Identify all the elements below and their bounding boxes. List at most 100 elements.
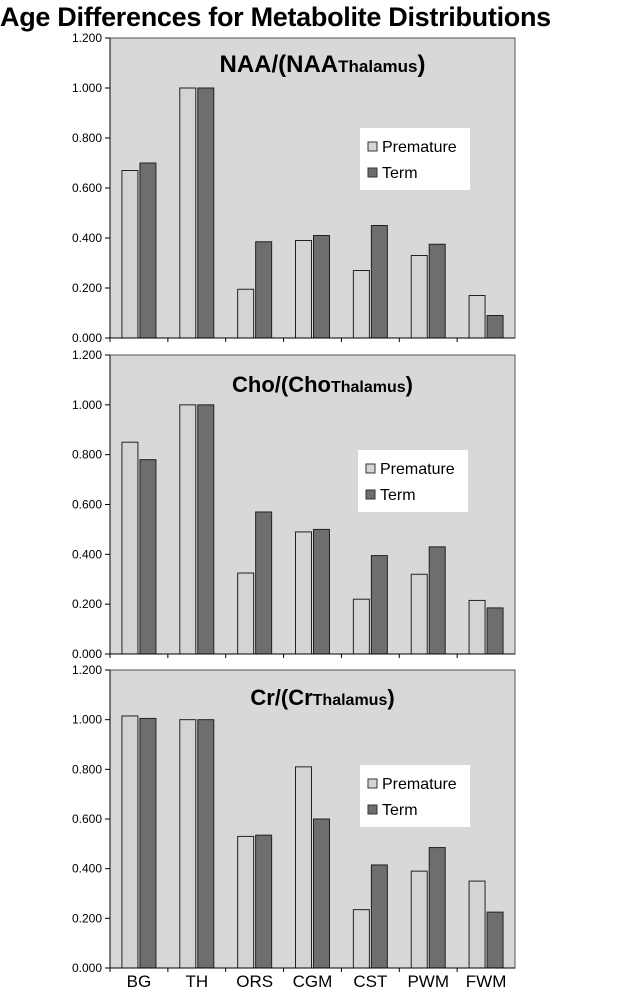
bar-term-ors <box>255 241 273 339</box>
y-tick-label: 0.600 <box>72 498 102 512</box>
x-category-label: FWM <box>466 972 507 990</box>
x-category-label: BG <box>127 972 152 990</box>
bar-premature-pwm <box>410 255 428 339</box>
chart-panel-naa: 0.000 0.200 0.400 0.600 0.800 1.000 1.200 NAA/(… <box>72 31 516 345</box>
bar-premature-th <box>179 404 197 655</box>
legend-swatch-term <box>365 489 376 500</box>
y-tick-label: 1.000 <box>72 713 102 727</box>
panel-title-subscript: Thalamus <box>338 57 417 76</box>
y-tick-label: 1.200 <box>72 348 102 362</box>
legend-box <box>358 450 468 512</box>
panel-title-end: ) <box>418 51 426 78</box>
y-tick-label: 0.200 <box>72 597 102 611</box>
bar-premature-fwm <box>468 599 486 655</box>
figure-title: Age Differences for Metabolite Distribut… <box>0 2 551 32</box>
bar-premature-bg <box>121 170 139 339</box>
bar-premature-ors <box>237 572 255 655</box>
bar-premature-cgm <box>295 766 312 969</box>
y-tick-label: 0.000 <box>72 331 102 345</box>
bar-term-fwm <box>486 315 504 339</box>
bar-term-cgm <box>313 235 330 339</box>
panel-title-end: ) <box>387 685 394 710</box>
y-tick-label: 0.800 <box>72 762 102 776</box>
x-category-label: PWM <box>407 972 449 990</box>
bar-term-cst <box>370 555 388 655</box>
legend-swatch-term <box>367 167 378 178</box>
legend-label-term: Term <box>382 802 418 819</box>
y-tick-label: 1.000 <box>72 81 102 95</box>
bar-term-fwm <box>486 607 504 655</box>
bar-premature-cgm <box>295 531 312 655</box>
bar-term-pwm <box>428 847 446 969</box>
bar-premature-th <box>179 719 197 969</box>
legend-label-premature: Premature <box>382 776 457 793</box>
legend-box <box>360 128 470 190</box>
bar-term-pwm <box>428 243 446 339</box>
legend-swatch-premature <box>365 463 376 474</box>
y-tick-label: 0.200 <box>72 911 102 925</box>
panel-title-main: Cho/(Cho <box>232 372 331 397</box>
chart-panel-cho: 0.000 0.200 0.400 0.600 0.800 1.000 1.200 Cho/(… <box>72 348 516 661</box>
legend: Premature Term <box>360 128 470 190</box>
y-tick-label: 1.200 <box>72 663 102 677</box>
legend-box <box>360 765 470 827</box>
bar-premature-ors <box>237 288 255 339</box>
x-category-label: ORS <box>236 972 273 990</box>
bar-term-cst <box>370 225 388 339</box>
bar-premature-fwm <box>468 880 486 969</box>
bar-term-pwm <box>428 546 446 655</box>
bar-term-bg <box>139 162 157 339</box>
legend: Premature Term <box>358 450 468 512</box>
y-tick-label: 0.400 <box>72 231 102 245</box>
bar-premature-bg <box>121 715 139 969</box>
bar-term-cgm <box>313 528 330 655</box>
legend-label-premature: Premature <box>380 461 455 478</box>
y-tick-label: 1.200 <box>72 31 102 45</box>
x-category-label: CGM <box>293 972 333 990</box>
y-tick-label: 0.200 <box>72 281 102 295</box>
bar-term-ors <box>255 511 273 655</box>
y-tick-label: 1.000 <box>72 398 102 412</box>
bar-premature-cst <box>352 909 370 969</box>
panel-title-subscript: Thalamus <box>331 379 406 396</box>
bar-term-bg <box>139 717 157 969</box>
legend-swatch-premature <box>367 141 378 152</box>
panel-title: NAA/(NAAThalamus) <box>219 51 425 78</box>
x-category-label: CST <box>353 972 387 990</box>
legend: Premature Term <box>360 765 470 827</box>
legend-swatch-premature <box>367 778 378 789</box>
y-tick-label: 0.400 <box>72 547 102 561</box>
panel-title: Cr/(CrThalamus) <box>250 685 394 710</box>
y-tick-label: 0.000 <box>72 647 102 661</box>
panel-title-end: ) <box>406 372 413 397</box>
bar-premature-cgm <box>295 240 312 339</box>
y-tick-label: 0.800 <box>72 448 102 462</box>
bar-term-ors <box>255 834 273 969</box>
bar-term-bg <box>139 459 157 655</box>
bar-premature-pwm <box>410 573 428 655</box>
y-tick-label: 0.600 <box>72 812 102 826</box>
bar-term-th <box>197 719 215 969</box>
bar-premature-bg <box>121 441 139 655</box>
y-tick-label: 0.600 <box>72 181 102 195</box>
bar-premature-fwm <box>468 295 486 339</box>
bar-premature-cst <box>352 270 370 339</box>
y-tick-label: 0.400 <box>72 862 102 876</box>
chart-panel-cr: 0.000 0.200 0.400 0.600 0.800 1.000 1.200 BG TH O… <box>72 663 516 990</box>
legend-swatch-term <box>367 804 378 815</box>
bar-term-th <box>197 87 215 339</box>
panel-title-subscript: Thalamus <box>313 692 388 709</box>
bar-term-cgm <box>313 818 330 969</box>
bar-premature-th <box>179 87 197 339</box>
legend-label-premature: Premature <box>382 139 457 156</box>
legend-label-term: Term <box>382 165 418 182</box>
bar-term-th <box>197 404 215 655</box>
panel-title-main: Cr/(Cr <box>250 685 313 710</box>
bar-premature-cst <box>352 598 370 655</box>
y-tick-label: 0.000 <box>72 961 102 975</box>
bar-term-cst <box>370 864 388 969</box>
panel-title-main: NAA/(NAA <box>219 51 338 78</box>
legend-label-term: Term <box>380 487 416 504</box>
bar-premature-pwm <box>410 870 428 969</box>
